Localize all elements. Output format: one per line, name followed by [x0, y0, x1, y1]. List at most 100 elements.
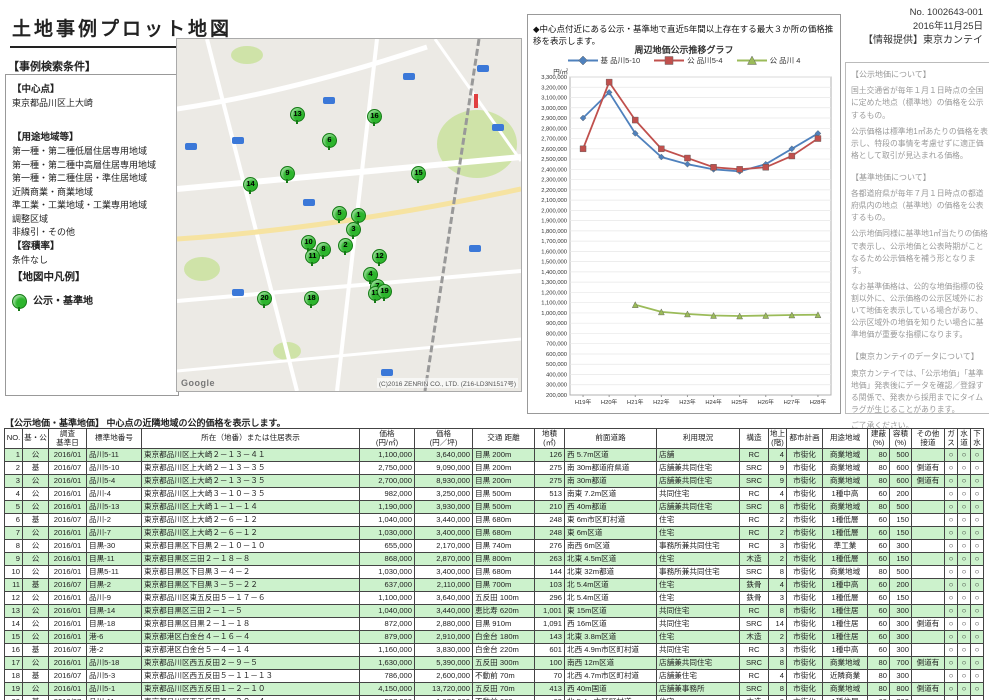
- table-cell: ○: [944, 604, 958, 619]
- table-cell: 共同住宅: [656, 604, 740, 619]
- table-cell: 60: [867, 617, 890, 632]
- map-canvas[interactable]: 1234567891011121314151617181920 Google (…: [176, 38, 522, 392]
- table-cell: 目黒-18: [86, 617, 142, 632]
- table-cell: 公: [22, 474, 49, 489]
- table-cell: 2016/01: [48, 682, 87, 697]
- table-cell: 2,750,000: [359, 461, 415, 476]
- table-cell: 南東 7.2m区道: [564, 487, 657, 502]
- table-cell: 東京都品川区上大崎１－１－１４: [141, 500, 360, 515]
- table-cell: 1種低層: [822, 513, 868, 528]
- map-pin-12[interactable]: 12: [372, 249, 387, 266]
- table-cell: [911, 448, 945, 463]
- document-provider: 【情報提供】東京カンテイ: [863, 34, 983, 46]
- use-district-list: 第一種・第二種低層住居専用地域 第一種・第二種中高層住居専用地域 第一種・第二種住居…: [12, 145, 174, 240]
- table-cell: 4: [768, 448, 787, 463]
- park-area: [184, 257, 220, 281]
- table-cell: 白金台 220m: [472, 643, 535, 658]
- table-cell: 商業地域: [822, 461, 868, 476]
- table-cell: 商業地域: [822, 565, 868, 580]
- table-cell: ○: [944, 643, 958, 658]
- table-cell: 10: [4, 565, 23, 580]
- use-district-item: 調整区域: [12, 213, 49, 224]
- table-cell: 公: [22, 604, 49, 619]
- map-pin-1[interactable]: 1: [351, 208, 366, 225]
- info-panel: 【公示地価について】 国土交通省が毎年１月１日時点の全国に定めた地点（標準地）の価…: [845, 62, 989, 430]
- table-cell: 1種住居: [822, 604, 868, 619]
- table-cell: 不動前 70m: [472, 669, 535, 684]
- table-cell: 2016/07: [48, 513, 87, 528]
- svg-text:400,000: 400,000: [546, 372, 567, 378]
- map-pin-8[interactable]: 8: [316, 242, 331, 259]
- map-pin-11[interactable]: 11: [305, 249, 320, 266]
- table-cell: 1,001: [534, 604, 565, 619]
- svg-text:H28年: H28年: [810, 398, 827, 406]
- table-cell: 住宅: [656, 630, 740, 645]
- table-header-cell: NO.: [4, 427, 23, 450]
- svg-text:1,000,000: 1,000,000: [541, 311, 567, 317]
- table-row: 15 公 2016/01 港-6 東京都港区白金台４－１６－４ 879,000 2,910,…: [4, 630, 984, 645]
- legend-item: 基 品川5-10: [567, 55, 640, 66]
- table-cell: 150: [889, 591, 912, 606]
- floor-ratio-label: 【容積率】: [12, 240, 60, 252]
- table-cell: 2,880,000: [414, 617, 473, 632]
- table-cell: 目黒-2: [86, 578, 142, 593]
- table-cell: 白金台 180m: [472, 630, 535, 645]
- table-cell: ○: [957, 474, 971, 489]
- info-section-paragraph: 公示地価同様に基準地1㎡当たりの価格で表示し、公示地価と公表時期がことなるため公…: [851, 229, 988, 275]
- map-pin-13[interactable]: 13: [290, 107, 305, 124]
- table-cell: 市街化: [786, 500, 823, 515]
- table-cell: 80: [867, 656, 890, 671]
- table-cell: 東 6m市区町村道: [564, 513, 657, 528]
- map-pin-2[interactable]: 2: [338, 238, 353, 255]
- table-cell: 品川5-13: [86, 500, 142, 515]
- svg-text:H22年: H22年: [653, 398, 670, 406]
- table-cell: 1,970,000: [414, 695, 473, 700]
- table-cell: 公: [22, 591, 49, 606]
- table-cell: 市街化: [786, 617, 823, 632]
- table-cell: ○: [970, 552, 984, 567]
- table-cell: 2016/01: [48, 591, 87, 606]
- use-district-item: 非線引・その他: [12, 227, 76, 237]
- table-cell: 1種中高: [822, 643, 868, 658]
- table-cell: 248: [534, 526, 565, 541]
- table-cell: 市街化: [786, 695, 823, 700]
- table-cell: 港-2: [86, 643, 142, 658]
- table-cell: 9: [4, 552, 23, 567]
- map-pin-19[interactable]: 19: [377, 284, 392, 301]
- table-cell: 4: [768, 578, 787, 593]
- map-pin-3[interactable]: 3: [346, 222, 361, 239]
- table-cell: 北西 4.9m市区町村道: [564, 643, 657, 658]
- table-cell: RC: [739, 643, 769, 658]
- table-cell: 事務所兼共同住宅: [656, 565, 740, 580]
- table-cell: 南西 12m区道: [564, 656, 657, 671]
- map-pin-20[interactable]: 20: [257, 291, 272, 308]
- table-cell: 北 5.4m区道: [564, 591, 657, 606]
- table-cell: ○: [970, 500, 984, 515]
- table-cell: 1種住居: [822, 617, 868, 632]
- table-cell: 西 5.7m区道: [564, 448, 657, 463]
- table-cell: 2016/07: [48, 695, 87, 700]
- table-cell: 品川5-18: [86, 656, 142, 671]
- map-pin-5[interactable]: 5: [332, 206, 347, 223]
- map-pin-15[interactable]: 15: [411, 166, 426, 183]
- map-pin-6[interactable]: 6: [322, 133, 337, 150]
- table-cell: 1,100,000: [359, 591, 415, 606]
- map-pin-18[interactable]: 18: [304, 291, 319, 308]
- table-cell: ○: [970, 656, 984, 671]
- map-pin-14[interactable]: 14: [243, 177, 258, 194]
- table-cell: 100: [534, 656, 565, 671]
- table-row: 16 基 2016/07 港-2 東京都港区白金台５－４－１４ 1,160,000 3,83…: [4, 643, 984, 658]
- svg-text:H20年: H20年: [601, 398, 618, 406]
- map-pin-9[interactable]: 9: [280, 166, 295, 183]
- table-cell: 店舗兼事務所: [656, 682, 740, 697]
- legend-label: 公 品川5-4: [687, 56, 723, 65]
- table-cell: 19: [4, 682, 23, 697]
- table-cell: 市街化: [786, 669, 823, 684]
- legend-item: 公 品川5-4: [654, 55, 723, 66]
- table-cell: 2016/07: [48, 461, 87, 476]
- square-marker-icon: [654, 56, 685, 65]
- chart-svg: 200,000 300,000 400,000 500,000 600,000 700,0…: [541, 67, 832, 406]
- table-row: 14 公 2016/01 目黒-18 東京都目黒区目黒２－１－１８ 872,000 2,88…: [4, 617, 984, 632]
- map-pin-16[interactable]: 16: [367, 109, 382, 126]
- map-pin-10[interactable]: 10: [301, 235, 316, 252]
